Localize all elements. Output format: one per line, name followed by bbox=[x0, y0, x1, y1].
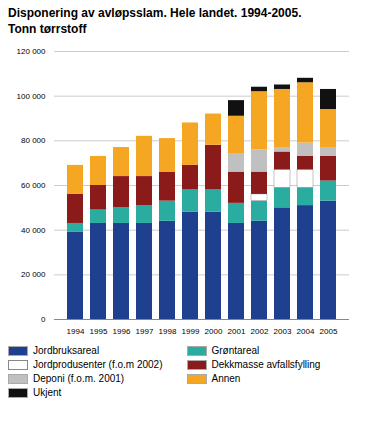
svg-text:1997: 1997 bbox=[136, 327, 154, 336]
svg-text:1996: 1996 bbox=[113, 327, 131, 336]
svg-text:0: 0 bbox=[41, 315, 46, 324]
svg-text:2005: 2005 bbox=[320, 327, 338, 336]
html-text:Dekkmasse avfallsfylling: Dekkmasse avfallsfylling bbox=[211, 359, 321, 371]
svg-text:1998: 1998 bbox=[159, 327, 177, 336]
svg-text:80 000: 80 000 bbox=[21, 137, 46, 146]
html-text:Jordbruksareal: Jordbruksareal bbox=[33, 345, 100, 357]
svg-text:60 000: 60 000 bbox=[21, 181, 46, 190]
html-text:Grøntareal: Grøntareal bbox=[211, 345, 260, 357]
svg-text:2001: 2001 bbox=[228, 327, 246, 336]
svg-text:2002: 2002 bbox=[251, 327, 269, 336]
svg-text:20 000: 20 000 bbox=[21, 271, 46, 280]
svg-text:1995: 1995 bbox=[90, 327, 108, 336]
html-text:Disponering av avløpsslam. Hel: Disponering av avløpsslam. Hele landet. … bbox=[8, 6, 302, 36]
html-text:Deponi (f.o.m. 2001): Deponi (f.o.m. 2001) bbox=[33, 373, 125, 385]
svg-text:2004: 2004 bbox=[297, 327, 315, 336]
svg-text:1994: 1994 bbox=[67, 327, 85, 336]
svg-text:120 000: 120 000 bbox=[17, 47, 46, 56]
svg-text:2000: 2000 bbox=[205, 327, 223, 336]
svg-text:1999: 1999 bbox=[182, 327, 200, 336]
svg-text:40 000: 40 000 bbox=[21, 226, 46, 235]
svg-text:2003: 2003 bbox=[274, 327, 292, 336]
html-text:Annen: Annen bbox=[211, 373, 241, 385]
html-text:Jordprodusenter (f.o.m 2002): Jordprodusenter (f.o.m 2002) bbox=[33, 359, 163, 371]
svg-text:100 000: 100 000 bbox=[17, 92, 46, 101]
html-text:Ukjent: Ukjent bbox=[33, 387, 62, 399]
